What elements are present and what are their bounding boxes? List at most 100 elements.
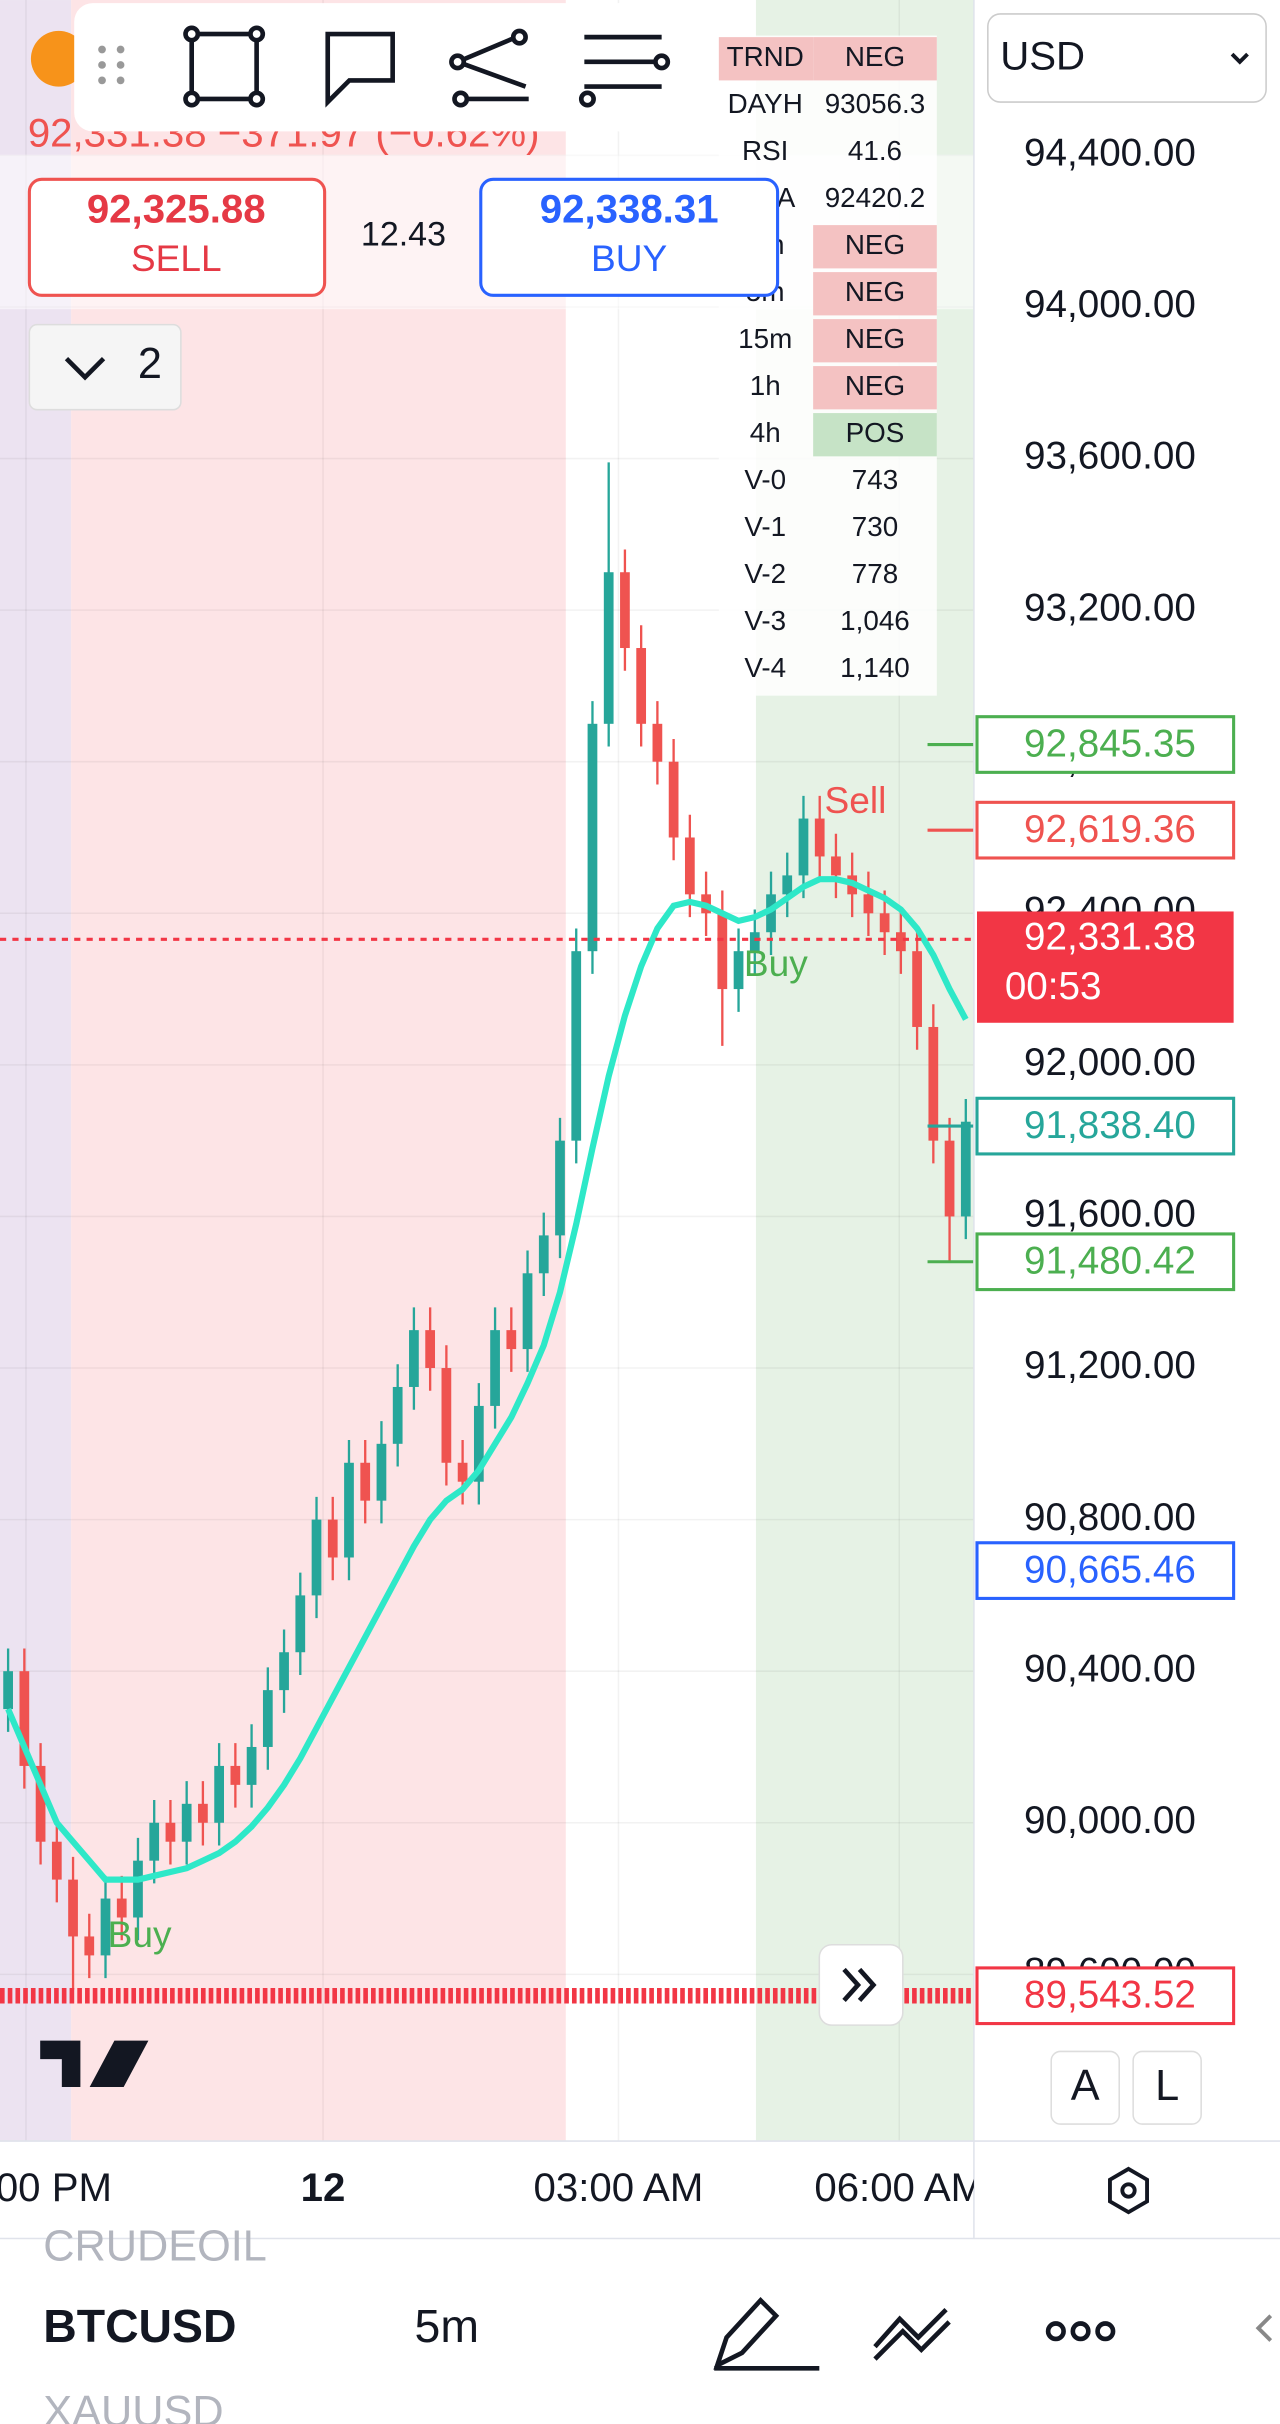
- axis-button[interactable]: [1050, 2050, 1120, 2125]
- candle-body: [51, 1841, 62, 1880]
- candle-body: [344, 1462, 354, 1558]
- time-labels: 09:00 PM 12 03:00 AM 06:00 AM: [0, 2165, 974, 2210]
- chevron: [64, 357, 106, 381]
- candle-body: [620, 572, 630, 649]
- buy-price: 92,338.31: [540, 186, 719, 231]
- row-label: 15m: [738, 323, 792, 354]
- candle-body: [895, 932, 906, 952]
- symbol-icon: [30, 30, 87, 87]
- row-label: V-4: [744, 652, 786, 683]
- row-label: RSI: [742, 135, 788, 166]
- price-label-box: [975, 1096, 1236, 1156]
- more-icon[interactable]: [1045, 2321, 1116, 2342]
- tool-rectangle[interactable]: [183, 25, 266, 108]
- candle-body: [603, 572, 614, 724]
- symbol[interactable]: XAUUSD: [43, 2388, 223, 2424]
- candle-body: [116, 1898, 127, 1918]
- candle-body: [733, 951, 744, 990]
- tool-path[interactable]: [449, 28, 529, 108]
- candle-body: [441, 1368, 452, 1463]
- x-tick-label: 03:00 AM: [534, 2165, 704, 2210]
- symbol[interactable]: BTCUSD: [43, 2300, 236, 2352]
- row-value: NEG: [845, 370, 905, 401]
- cell-bg: [813, 366, 937, 410]
- price-axis: USD 94,400.00 94,000.00 93,600.00 93,200.00…: [973, 0, 1280, 2239]
- candle-body: [538, 1235, 549, 1274]
- symbol[interactable]: CRUDEOIL: [43, 2223, 267, 2271]
- cell-bg: [813, 413, 937, 457]
- row-value: POS: [846, 417, 905, 448]
- row-value: 778: [852, 558, 898, 589]
- candle-body: [19, 1671, 30, 1766]
- y-tick-label: 91,600.00: [1024, 1193, 1196, 1236]
- candle-body: [879, 913, 890, 933]
- currency-select[interactable]: [987, 13, 1267, 103]
- row-label: V-3: [744, 605, 786, 636]
- candle-body: [863, 894, 874, 914]
- y-tick-label: 90,000.00: [1024, 1799, 1196, 1842]
- candle-body: [506, 1330, 517, 1350]
- candle-body: [3, 1671, 13, 1710]
- sell-button[interactable]: [27, 177, 327, 297]
- candle-body: [181, 1803, 192, 1842]
- tool-lines[interactable]: [578, 34, 671, 108]
- session-zone: [71, 0, 566, 2142]
- y-tick-label: 90,400.00: [1024, 1647, 1196, 1690]
- candle-body: [409, 1330, 419, 1387]
- current-price-box: [977, 911, 1234, 1023]
- buy-button[interactable]: [479, 177, 780, 297]
- candle-body: [652, 723, 663, 762]
- row-bg: [718, 37, 814, 81]
- candle-body: [684, 837, 695, 895]
- y-tick-label: 92,000.00: [1024, 1041, 1196, 1084]
- signal-label: Buy: [744, 942, 808, 984]
- y-tick-label: 91,200.00: [1024, 1344, 1196, 1387]
- candle-body: [198, 1803, 208, 1823]
- price-label: 90,665.46: [1024, 1548, 1196, 1591]
- candle-body: [165, 1822, 176, 1842]
- candle-body: [360, 1462, 371, 1501]
- moving-average: [5, 876, 969, 1883]
- candle-body: [214, 1765, 225, 1823]
- price-label-box: [975, 715, 1236, 774]
- y-tick-label: 93,200.00: [1024, 586, 1196, 629]
- draw-icon[interactable]: [713, 2296, 820, 2371]
- candle-body: [522, 1273, 533, 1350]
- collapse-count: 2: [138, 340, 162, 388]
- drawing-toolbar: [74, 3, 687, 132]
- scroll-icon: [842, 1967, 877, 2002]
- candle-body: [376, 1443, 387, 1501]
- candle-body: [960, 1121, 971, 1217]
- indicator-icon[interactable]: [873, 2307, 951, 2361]
- candle-body: [295, 1595, 306, 1653]
- candle-body: [912, 951, 922, 1027]
- row-value: NEG: [845, 323, 905, 354]
- info-table: TRNDNEGDAYH93056.3RSI41.6EMA92420.21mNEG…: [718, 35, 937, 696]
- logo: [40, 2040, 149, 2087]
- candle-body: [928, 1026, 939, 1141]
- row-value: NEG: [845, 41, 905, 72]
- cell-bg: [813, 225, 937, 269]
- price-label: 92,845.35: [1024, 722, 1196, 765]
- spread: 12.43: [361, 216, 446, 254]
- settings-icon[interactable]: [1108, 2166, 1149, 2215]
- row-label: V-1: [744, 511, 786, 542]
- axis-button[interactable]: [1132, 2050, 1202, 2125]
- candle-body: [587, 723, 598, 952]
- candle-body: [766, 894, 776, 933]
- candle-body: [262, 1690, 273, 1747]
- candle-body: [457, 1462, 468, 1482]
- candle-body: [782, 875, 793, 895]
- row-label: V-2: [744, 558, 786, 589]
- candle-body: [944, 1140, 955, 1217]
- bottom-area: 09:00 PM 12 03:00 AM 06:00 AM CRUDEOIL BTCUSD…: [0, 2140, 1280, 2424]
- back-icon[interactable]: [1255, 2314, 1273, 2342]
- collapse-button[interactable]: [28, 323, 182, 411]
- tool-callout[interactable]: [325, 31, 395, 108]
- row-label: V-0: [744, 464, 786, 495]
- candle-body: [149, 1822, 160, 1861]
- candle-body: [490, 1330, 500, 1406]
- candle-body: [814, 818, 825, 857]
- row-label: TRND: [727, 41, 804, 72]
- interval[interactable]: 5m: [415, 2300, 479, 2352]
